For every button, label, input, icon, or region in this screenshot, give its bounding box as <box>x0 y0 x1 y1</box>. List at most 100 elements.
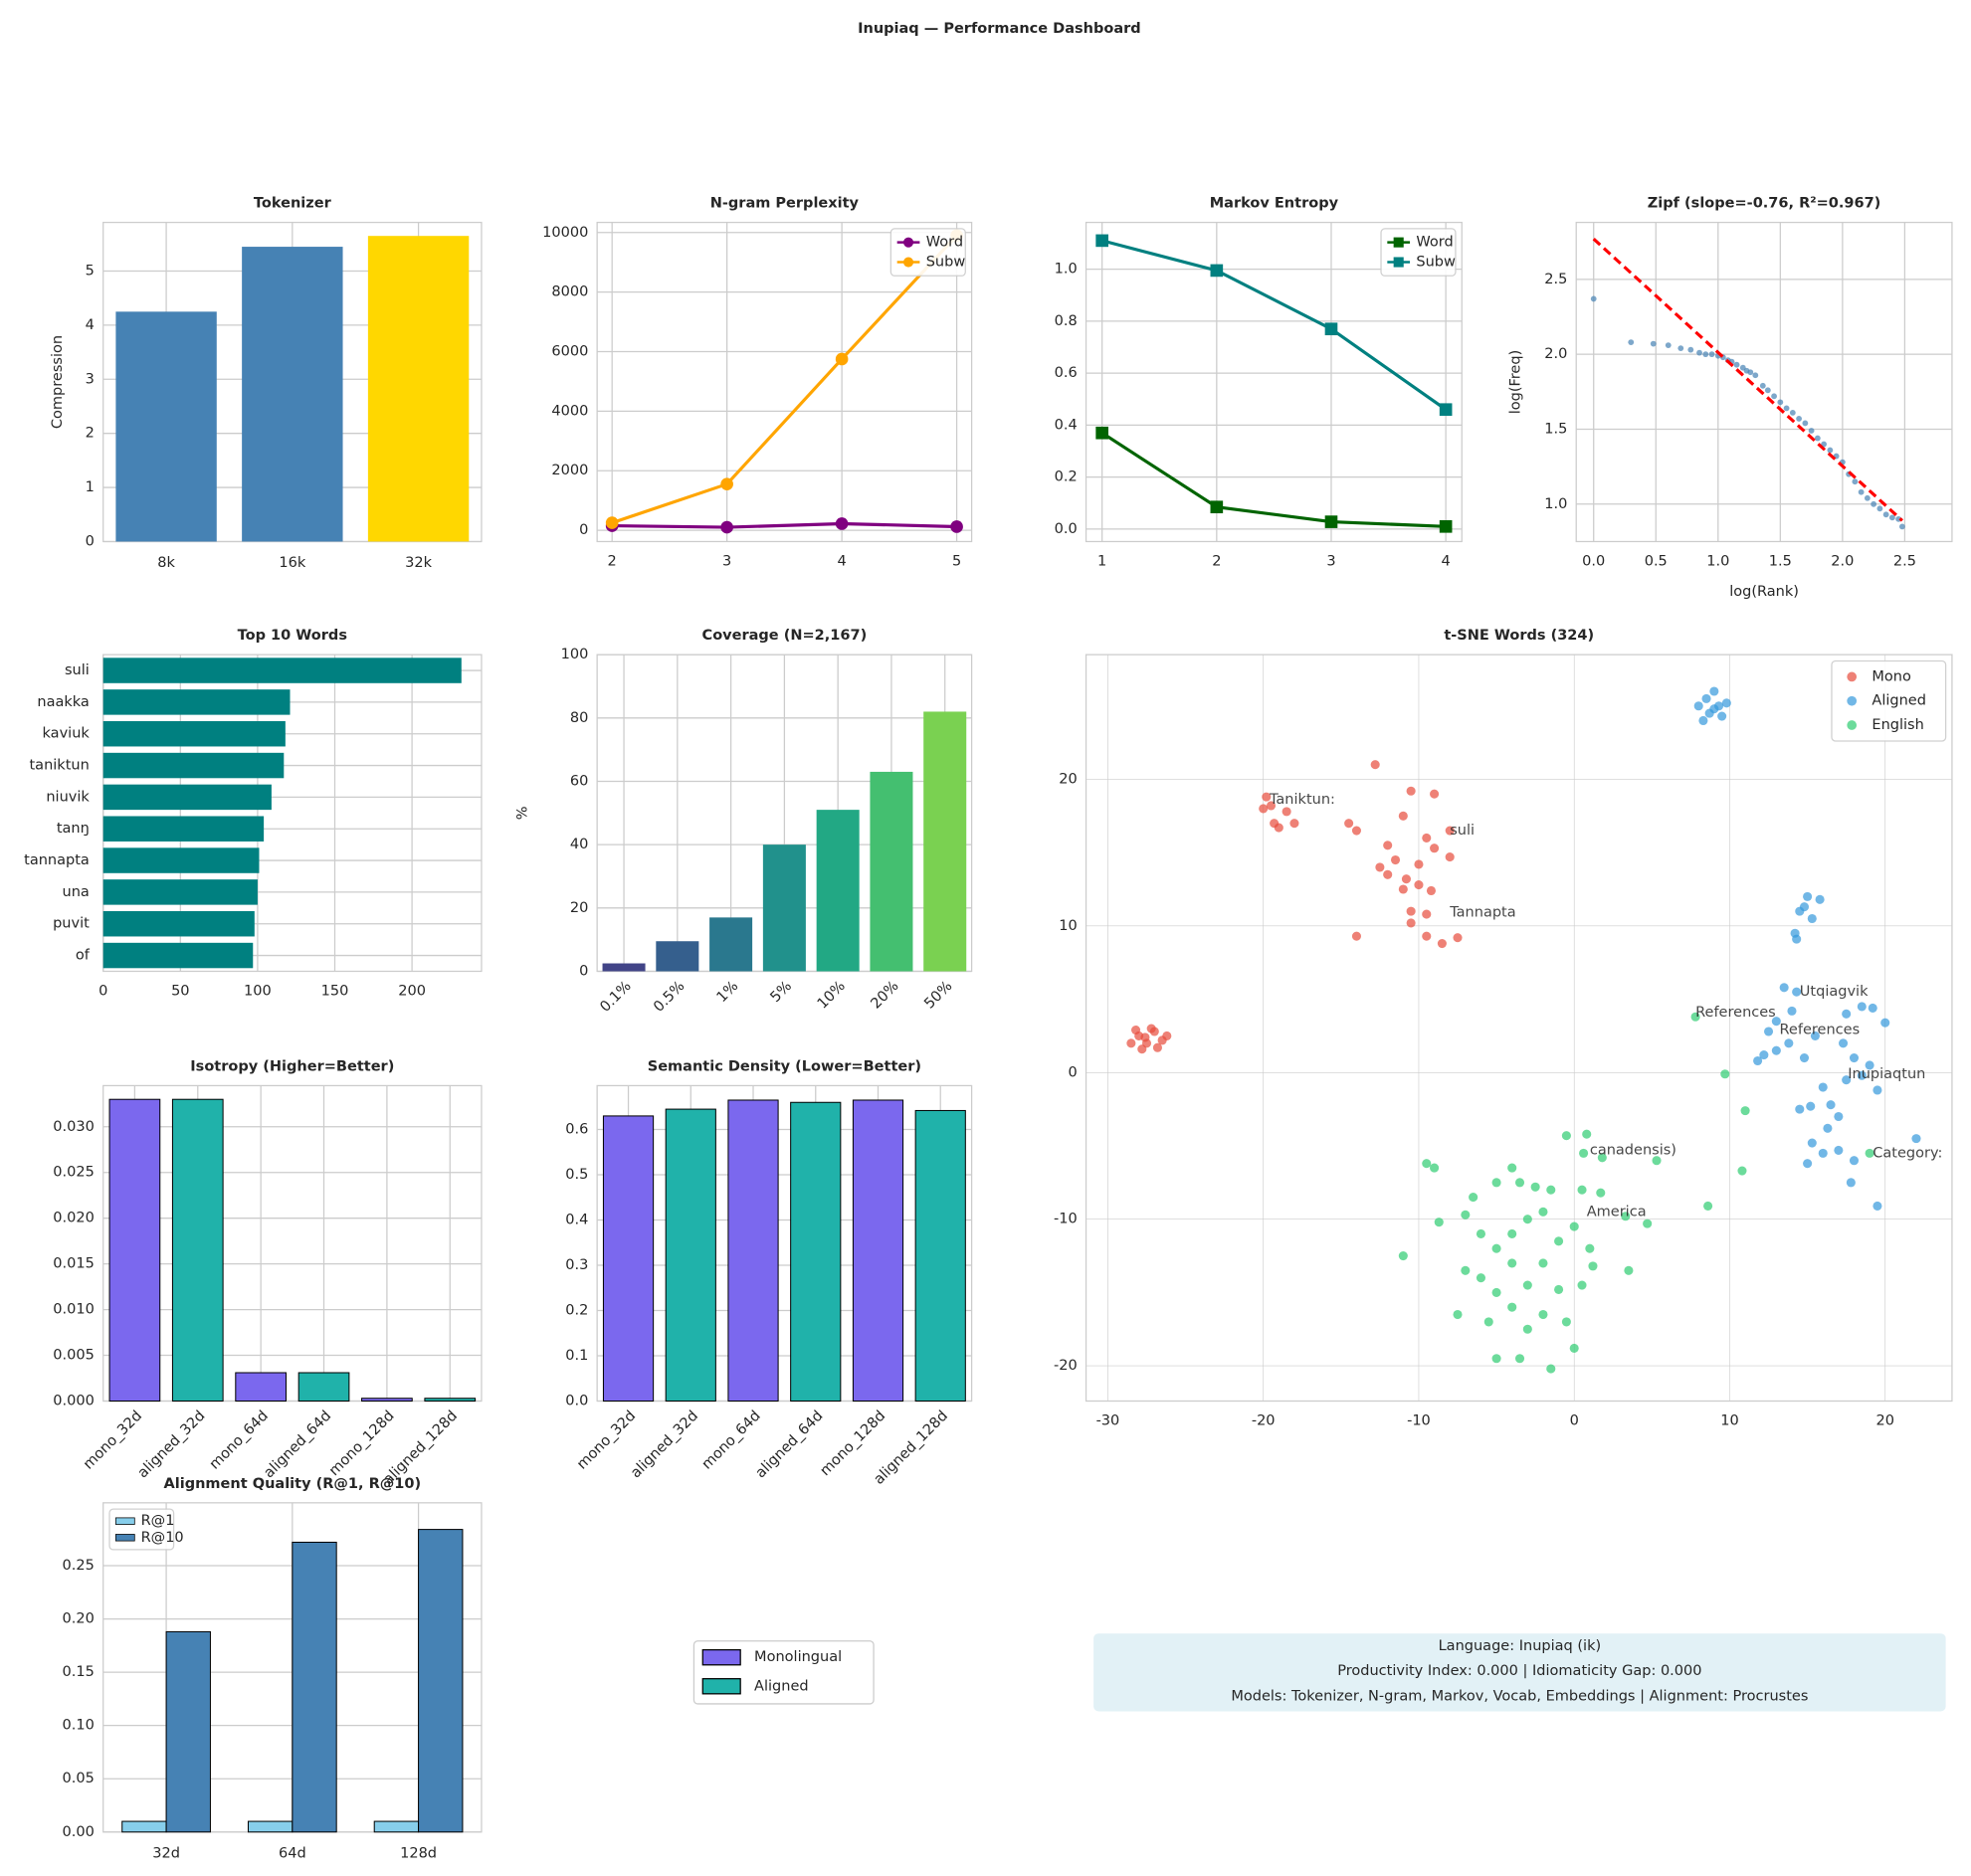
point <box>1383 869 1393 879</box>
bar <box>247 1820 294 1833</box>
bar <box>102 784 272 811</box>
point <box>1406 786 1416 796</box>
point <box>1624 1265 1634 1275</box>
point <box>1514 1178 1525 1188</box>
y-tick-label: 20 <box>1059 771 1077 787</box>
plot-area <box>102 1084 483 1403</box>
point <box>1546 1364 1556 1374</box>
y-axis-label: log(Freq) <box>1508 350 1524 415</box>
point <box>1507 1302 1517 1312</box>
point <box>1577 1280 1587 1290</box>
point <box>1422 931 1432 941</box>
marker <box>835 352 849 366</box>
point <box>1476 1273 1486 1283</box>
legend-swatch <box>701 1648 741 1666</box>
point <box>1808 428 1815 434</box>
point <box>1453 933 1463 943</box>
legend-marker <box>1847 695 1858 706</box>
legend-label: Subw <box>926 255 966 271</box>
point <box>1771 1017 1781 1027</box>
point <box>1868 1003 1877 1013</box>
point <box>1401 874 1412 884</box>
annotation: canadensis) <box>1590 1142 1676 1158</box>
x-tick-label: 100 <box>244 984 272 1000</box>
x-tick-label: 128d <box>400 1845 437 1861</box>
chart-title: Semantic Density (Lower=Better) <box>648 1058 921 1074</box>
point <box>1708 351 1715 358</box>
y-tick-label: 10000 <box>542 225 588 241</box>
chart-title: Zipf (slope=-0.76, R²=0.967) <box>1648 196 1881 212</box>
point <box>1390 854 1401 865</box>
point <box>1398 1251 1408 1261</box>
x-tick-label: 2.0 <box>1831 554 1854 570</box>
point <box>1779 983 1789 993</box>
point <box>1740 1106 1750 1116</box>
point <box>1491 1243 1501 1253</box>
point <box>1764 387 1771 394</box>
point <box>1876 505 1883 512</box>
y-tick-label: niuvik <box>46 789 90 805</box>
y-tick-label: 80 <box>570 710 588 726</box>
legend-label: Aligned <box>1872 693 1926 709</box>
point <box>1262 792 1272 802</box>
point <box>1483 1317 1493 1327</box>
plot-area <box>596 1084 973 1403</box>
point <box>1787 1006 1797 1016</box>
annotation: Tannapta <box>1449 905 1515 921</box>
bar <box>418 1529 464 1833</box>
y-tick-label: 3 <box>86 371 95 387</box>
marker <box>1095 426 1108 440</box>
point <box>1842 1009 1852 1019</box>
point <box>1759 1050 1769 1060</box>
point <box>1522 1324 1532 1334</box>
y-tick-label: 2000 <box>551 463 588 478</box>
y-tick-label: 0.0 <box>1055 521 1078 537</box>
y-tick-label: 0.2 <box>565 1303 588 1319</box>
point <box>1582 1129 1592 1139</box>
y-tick-label: 0.010 <box>53 1302 95 1318</box>
y-tick-label: 0.0 <box>565 1393 588 1408</box>
y-tick-label: 5 <box>86 264 95 280</box>
chart-title: Coverage (N=2,167) <box>702 628 868 644</box>
y-tick-label: 2.0 <box>1544 346 1567 362</box>
y-tick-label: una <box>63 884 90 900</box>
bar <box>102 847 260 873</box>
legend-label: Subw <box>1416 255 1456 271</box>
point <box>1628 339 1635 346</box>
point <box>1643 1219 1653 1228</box>
point <box>1491 1287 1501 1297</box>
point <box>1709 704 1719 714</box>
legend-marker <box>1393 257 1404 268</box>
annotation: America <box>1587 1204 1647 1219</box>
bar <box>727 1099 779 1403</box>
y-tick-label: 0.20 <box>63 1611 95 1627</box>
y-tick-label: 0.015 <box>53 1256 95 1272</box>
point <box>1759 382 1766 389</box>
y-tick-label: 0.3 <box>565 1257 588 1273</box>
y-tick-label: 60 <box>570 773 588 789</box>
point <box>1281 807 1291 817</box>
bar <box>762 844 806 972</box>
point <box>1406 906 1416 916</box>
point <box>1569 1221 1579 1231</box>
point <box>1597 1153 1607 1163</box>
bar <box>292 1541 337 1833</box>
legend-marker <box>902 257 914 268</box>
y-tick-label: 0.25 <box>63 1558 95 1574</box>
legend-marker <box>902 237 914 248</box>
bar <box>373 1820 420 1833</box>
chart-title: Isotropy (Higher=Better) <box>190 1058 394 1074</box>
y-tick-label: 100 <box>561 647 589 662</box>
point <box>1826 1100 1836 1110</box>
point <box>1701 693 1711 703</box>
y-tick-label: 4 <box>86 317 95 333</box>
y-tick-label: 0.5 <box>565 1167 588 1183</box>
point <box>1430 844 1440 853</box>
bar <box>235 1372 287 1403</box>
y-tick-label: 2.5 <box>1544 272 1567 287</box>
point <box>1426 885 1437 896</box>
point <box>1857 1002 1867 1012</box>
point <box>1430 789 1440 799</box>
legend-label: R@1 <box>141 1513 175 1529</box>
